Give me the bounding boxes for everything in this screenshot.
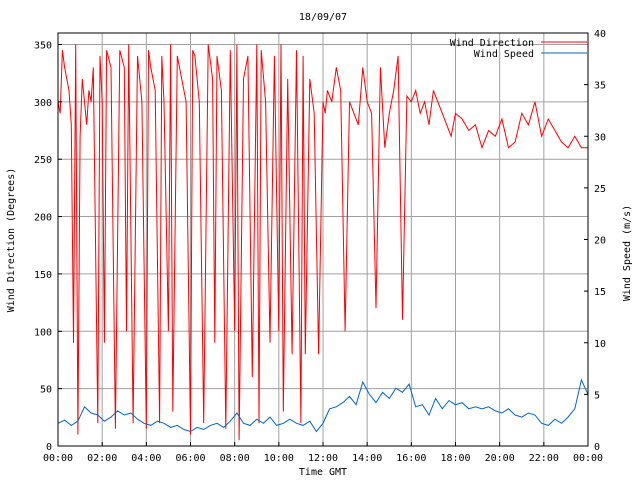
x-tick-label: 10:00 <box>264 453 294 464</box>
x-tick-label: 08:00 <box>220 453 250 464</box>
y-right-tick-label: 15 <box>594 287 606 298</box>
wind-direction-line <box>57 44 588 441</box>
x-tick-label: 18:00 <box>440 453 470 464</box>
x-tick-label: 12:00 <box>308 453 338 464</box>
y-right-tick-label: 0 <box>594 442 600 453</box>
y-right-tick-label: 10 <box>594 339 606 350</box>
y-left-tick-label: 350 <box>34 40 52 51</box>
x-axis-label: Time GMT <box>299 467 347 478</box>
y-axis-label-right: Wind Speed (m/s) <box>622 205 633 301</box>
y-left-tick-label: 300 <box>34 98 52 109</box>
x-tick-label: 20:00 <box>485 453 515 464</box>
wind-speed-line <box>57 378 589 433</box>
y-left-tick-label: 200 <box>34 213 52 224</box>
y-left-tick-label: 150 <box>34 270 52 281</box>
x-tick-label: 14:00 <box>352 453 382 464</box>
tick-labels: 00:00 02:00 04:00 06:00 08:00 10:00 12:00 14:00… <box>34 29 606 464</box>
y-left-tick-label: 250 <box>34 155 52 166</box>
y-right-tick-label: 30 <box>594 132 606 143</box>
legend: Wind Direction Wind Speed <box>450 38 587 60</box>
x-tick-label: 00:00 <box>43 453 73 464</box>
x-tick-label: 16:00 <box>396 453 426 464</box>
y-right-tick-label: 20 <box>594 236 606 247</box>
y-right-tick-label: 35 <box>594 81 606 92</box>
x-tick-label: 06:00 <box>175 453 205 464</box>
y-axis-label-left: Wind Direction (Degrees) <box>6 168 17 313</box>
chart-title: 18/09/07 <box>299 12 347 23</box>
legend-label-speed: Wind Speed <box>474 49 534 60</box>
y-right-tick-label: 5 <box>594 390 600 401</box>
y-right-tick-label: 40 <box>594 29 606 40</box>
y-left-tick-label: 100 <box>34 327 52 338</box>
x-tick-label: 00:00 <box>573 453 603 464</box>
y-left-tick-label: 50 <box>40 385 52 396</box>
y-right-tick-label: 25 <box>594 184 606 195</box>
series-lines <box>57 44 589 441</box>
legend-label-direction: Wind Direction <box>450 38 534 49</box>
x-tick-label: 04:00 <box>131 453 161 464</box>
y-left-tick-label: 0 <box>46 442 52 453</box>
x-tick-label: 22:00 <box>529 453 559 464</box>
x-tick-label: 02:00 <box>87 453 117 464</box>
